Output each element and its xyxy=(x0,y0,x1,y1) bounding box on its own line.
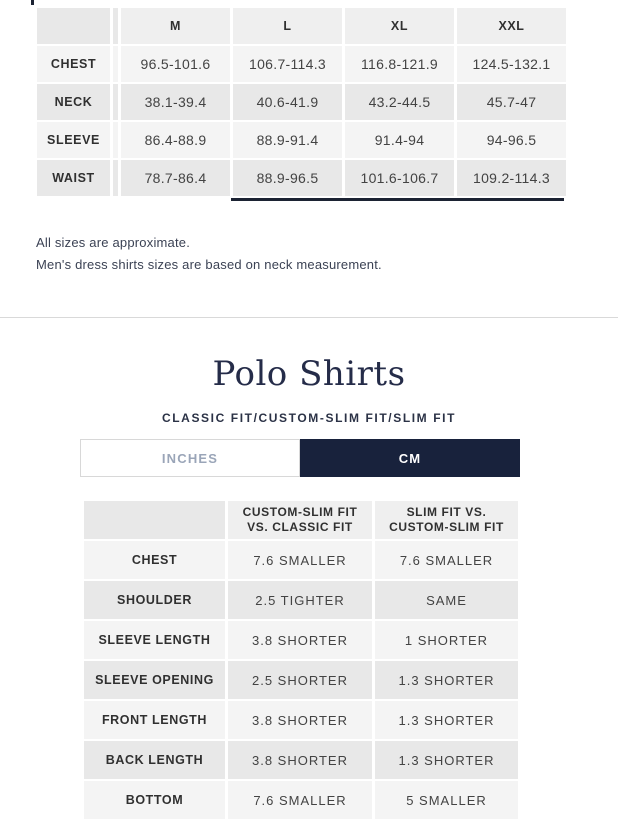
value-cell: 88.9-91.4 xyxy=(233,122,342,158)
unit-toggle: INCHES CM xyxy=(80,439,520,477)
footnotes: All sizes are approximate. Men's dress s… xyxy=(36,234,618,273)
value-cell: 86.4-88.9 xyxy=(121,122,230,158)
note-text: All sizes are approximate. xyxy=(36,235,191,250)
value-cell: 96.5-101.6 xyxy=(121,46,230,82)
table-row: SLEEVE 86.4-88.9 88.9-91.4 91.4-94 94-96.5 xyxy=(37,122,566,158)
value-cell: 3.8 SHORTER xyxy=(228,741,372,779)
value-cell: 38.1-39.4 xyxy=(121,84,230,120)
value-cell: 5 SMALLER xyxy=(375,781,518,819)
value-cell: 7.6 SMALLER xyxy=(375,541,518,579)
table-row: SLEEVE OPENING 2.5 SHORTER 1.3 SHORTER xyxy=(84,661,518,699)
row-label: SHOULDER xyxy=(84,581,225,619)
column-header: SLIM FIT VS. CUSTOM-SLIM FIT xyxy=(375,501,518,539)
value-cell: 2.5 SHORTER xyxy=(228,661,372,699)
value-cell: SAME xyxy=(375,581,518,619)
artifact-mark xyxy=(31,0,34,5)
value-cell: 3.8 SHORTER xyxy=(228,701,372,739)
dress-shirt-size-table-cm: M L XL XXL CHEST 96.5-101.6 106.7-114.3 116.8-1… xyxy=(37,8,566,196)
note-text: Men's dress shirts sizes are based on ne… xyxy=(36,257,382,272)
value-cell: 3.8 SHORTER xyxy=(228,621,372,659)
value-cell: 106.7-114.3 xyxy=(233,46,342,82)
value-cell: 1 SHORTER xyxy=(375,621,518,659)
table-header-row: M L XL XXL xyxy=(37,8,566,44)
row-label: WAIST xyxy=(37,160,110,196)
table-scrollbar-track xyxy=(37,198,566,201)
row-label: FRONT LENGTH xyxy=(84,701,225,739)
table-row: FRONT LENGTH 3.8 SHORTER 1.3 SHORTER xyxy=(84,701,518,739)
column-header: XXL xyxy=(457,8,566,44)
scrolled-column-sliver xyxy=(113,160,118,196)
value-cell: 7.6 SMALLER xyxy=(228,541,372,579)
column-header: CUSTOM-SLIM FIT VS. CLASSIC FIT xyxy=(228,501,372,539)
value-cell: 109.2-114.3 xyxy=(457,160,566,196)
scrolled-column-sliver xyxy=(113,46,118,82)
table-row: SHOULDER 2.5 TIGHTER SAME xyxy=(84,581,518,619)
value-cell: 88.9-96.5 xyxy=(233,160,342,196)
table-row: BOTTOM 7.6 SMALLER 5 SMALLER xyxy=(84,781,518,819)
row-label: SLEEVE xyxy=(37,122,110,158)
table-row: NECK 38.1-39.4 40.6-41.9 43.2-44.5 45.7-47 xyxy=(37,84,566,120)
value-cell: 91.4-94 xyxy=(345,122,454,158)
value-cell: 101.6-106.7 xyxy=(345,160,454,196)
value-cell: 2.5 TIGHTER xyxy=(228,581,372,619)
value-cell: 94-96.5 xyxy=(457,122,566,158)
value-cell: 45.7-47 xyxy=(457,84,566,120)
column-header: L xyxy=(233,8,342,44)
row-label: SLEEVE LENGTH xyxy=(84,621,225,659)
value-cell: 1.3 SHORTER xyxy=(375,741,518,779)
row-label: CHEST xyxy=(84,541,225,579)
table-horizontal-scrollbar-thumb[interactable] xyxy=(231,198,564,201)
value-cell: 7.6 SMALLER xyxy=(228,781,372,819)
row-label: CHEST xyxy=(37,46,110,82)
scrolled-column-sliver xyxy=(113,8,118,44)
tab-inches[interactable]: INCHES xyxy=(80,439,300,477)
section-title: Polo Shirts xyxy=(212,354,406,394)
table-header-row: CUSTOM-SLIM FIT VS. CLASSIC FIT SLIM FIT V… xyxy=(84,501,518,539)
scrolled-column-sliver xyxy=(113,122,118,158)
value-cell: 78.7-86.4 xyxy=(121,160,230,196)
table-row: BACK LENGTH 3.8 SHORTER 1.3 SHORTER xyxy=(84,741,518,779)
section-divider xyxy=(0,317,618,318)
tab-cm[interactable]: CM xyxy=(300,439,520,477)
row-label: SLEEVE OPENING xyxy=(84,661,225,699)
value-cell: 1.3 SHORTER xyxy=(375,701,518,739)
value-cell: 116.8-121.9 xyxy=(345,46,454,82)
polo-fit-comparison-table: CUSTOM-SLIM FIT VS. CLASSIC FIT SLIM FIT V… xyxy=(84,501,518,819)
corner-cell xyxy=(84,501,225,539)
table-row: WAIST 78.7-86.4 88.9-96.5 101.6-106.7 109.2-… xyxy=(37,160,566,196)
scrolled-column-sliver xyxy=(113,84,118,120)
value-cell: 124.5-132.1 xyxy=(457,46,566,82)
value-cell: 43.2-44.5 xyxy=(345,84,454,120)
row-label: NECK xyxy=(37,84,110,120)
section-subtitle: CLASSIC FIT/CUSTOM-SLIM FIT/SLIM FIT xyxy=(161,411,457,425)
column-header: XL xyxy=(345,8,454,44)
column-header: M xyxy=(121,8,230,44)
table-row: CHEST 7.6 SMALLER 7.6 SMALLER xyxy=(84,541,518,579)
table-row: CHEST 96.5-101.6 106.7-114.3 116.8-121.9 124… xyxy=(37,46,566,82)
corner-cell xyxy=(37,8,110,44)
value-cell: 1.3 SHORTER xyxy=(375,661,518,699)
value-cell: 40.6-41.9 xyxy=(233,84,342,120)
table-row: SLEEVE LENGTH 3.8 SHORTER 1 SHORTER xyxy=(84,621,518,659)
row-label: BACK LENGTH xyxy=(84,741,225,779)
row-label: BOTTOM xyxy=(84,781,225,819)
